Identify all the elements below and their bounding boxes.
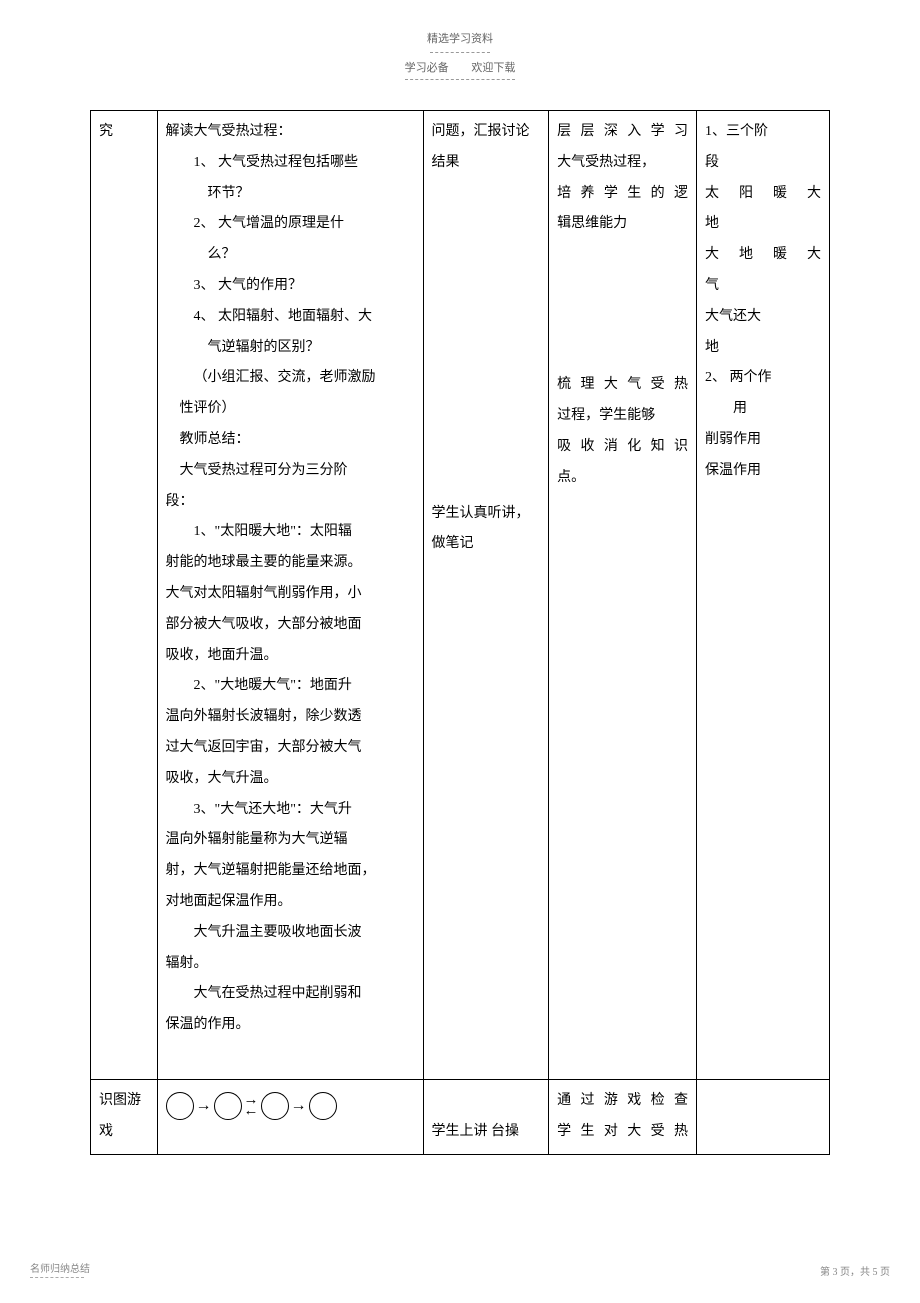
text-line: 气 [705,271,821,302]
text-line: 大地暖大 [705,240,821,271]
footer-left-text: 名师归纳总结 [30,1264,90,1275]
table-row: 究 解读大气受热过程： 1、 大气受热过程包括哪些 环节？ 2、 大气增温的原理… [91,111,830,1080]
text-line: 问题，汇报讨论 [432,117,541,148]
cell-teacher-activity: 解读大气受热过程： 1、 大气受热过程包括哪些 环节？ 2、 大气增温的原理是什… [157,111,423,1080]
cell-stage: 究 [91,111,158,1080]
text-line: 梳理大气受热 [557,370,688,401]
text-line: 大气在受热过程中起削弱和 [166,979,415,1010]
text-line: 用 [705,394,821,425]
text-line: 4、 太阳辐射、地面辐射、大 [166,302,415,333]
text-line: 3、 大气的作用？ [166,271,415,302]
cell-student-activity: 问题，汇报讨论 结果 学生认真听讲， 做笔记 [423,111,549,1080]
flow-diagram: → →← → [166,1086,415,1126]
text-line: 吸收消化知识 [557,432,688,463]
text-line: 射能的地球最主要的能量来源。 [166,548,415,579]
text-line: 点。 [557,463,688,494]
text-line: 大气受热过程可分为三分阶 [166,456,415,487]
text-line: 大气还大 [705,302,821,333]
text-line: 辑思维能力 [557,209,688,240]
text-line: 3、"大气还大地"：大气升 [166,795,415,826]
text-line: 解读大气受热过程： [166,117,415,148]
text-line: 1、"太阳暖大地"：太阳辐 [166,517,415,548]
text-line: 大气升温主要吸收地面长波 [166,918,415,949]
text-line: 学生认真听讲， [432,499,541,530]
text-line: 么？ [166,240,415,271]
text-line: 层层深入学习 [557,117,688,148]
text-line: 大气受热过程， [557,148,688,179]
cell-diagram: → →← → [157,1079,423,1154]
text-line: 学生上讲 台操 [432,1117,541,1148]
text-line: 2、 大气增温的原理是什 [166,209,415,240]
text-line: 气逆辐射的区别？ [166,333,415,364]
text-line: 性评价） [166,394,415,425]
arrow-right-icon: → [196,1098,212,1114]
text-line: 地 [705,209,821,240]
text-line: 过程，学生能够 [557,401,688,432]
text-line: 结果 [432,148,541,179]
text-line: 削弱作用 [705,425,821,456]
cell-notes-2 [696,1079,829,1154]
text-line: 辐射。 [166,949,415,980]
stage-text: 究 [99,124,113,139]
text-line: 戏 [99,1117,149,1148]
spacer [166,1041,415,1073]
text-line: 教师总结： [166,425,415,456]
text-line: 射，大气逆辐射把能量还给地面， [166,856,415,887]
text-line: 学生对大受热 [557,1117,688,1148]
diagram-node-icon [309,1092,337,1120]
footer-left: 名师归纳总结 [30,1260,90,1278]
footer-right: 第 3 页，共 5 页 [820,1263,890,1278]
text-line: 培养学生的逻 [557,179,688,210]
lesson-plan-table: 究 解读大气受热过程： 1、 大气受热过程包括哪些 环节？ 2、 大气增温的原理… [90,110,830,1155]
text-line: 吸收，大气升温。 [166,764,415,795]
text-line: 1、三个阶 [705,117,821,148]
header-sub-underline [405,79,515,80]
text-line: 吸收，地面升温。 [166,641,415,672]
header-sub: 学习必备 欢迎下载 [90,59,830,75]
text-line: 1、 大气受热过程包括哪些 [166,148,415,179]
text-line: 环节？ [166,179,415,210]
cell-design-intent-2: 通过游戏检查 学生对大受热 [549,1079,697,1154]
arrow-bidirectional-icon: →← [244,1095,259,1116]
text-line: 温向外辐射长波辐射，除少数透 [166,702,415,733]
text-line: 保温的作用。 [166,1010,415,1041]
document-page: 精选学习资料 学习必备 欢迎下载 究 解读大气受热过程： 1、 大气受热过程包括… [0,0,920,1303]
text-line: 太阳暖大 [705,179,821,210]
text-line: 识图游 [99,1086,149,1117]
text-line: 段： [166,487,415,518]
text-line: 2、 两个作 [705,363,821,394]
text-line: （小组汇报、交流，老师激励 [166,363,415,394]
text-line: 段 [705,148,821,179]
header-top-text: 精选学习资料 [90,30,830,46]
cell-stage-2: 识图游 戏 [91,1079,158,1154]
arrow-right-icon: → [291,1098,307,1114]
footer-underline [30,1277,84,1278]
spacer [557,240,688,370]
cell-student-activity-2: 学生上讲 台操 [423,1079,549,1154]
text-line: 对地面起保温作用。 [166,887,415,918]
text-line: 做笔记 [432,529,541,560]
header-sub-right: 欢迎下载 [471,62,515,74]
table-row: 识图游 戏 → →← → 学生上讲 台操 [91,1079,830,1154]
text-line: 大气对太阳辐射气削弱作用，小 [166,579,415,610]
diagram-node-icon [261,1092,289,1120]
text-line: 通过游戏检查 [557,1086,688,1117]
header-sub-left: 学习必备 [405,62,449,74]
header-top-underline [430,52,490,53]
cell-design-intent: 层层深入学习 大气受热过程， 培养学生的逻 辑思维能力 梳理大气受热 过程，学生… [549,111,697,1080]
text-line: 保温作用 [705,456,821,487]
diagram-node-icon [214,1092,242,1120]
text-line: 温向外辐射能量称为大气逆辐 [166,825,415,856]
text-line: 2、"大地暖大气"：地面升 [166,671,415,702]
cell-notes: 1、三个阶 段 太阳暖大 地 大地暖大 气 大气还大 地 2、 两个作 用 削弱… [696,111,829,1080]
text-line: 过大气返回宇宙，大部分被大气 [166,733,415,764]
text-line: 部分被大气吸收，大部分被地面 [166,610,415,641]
text-line: 地 [705,333,821,364]
spacer [432,179,541,499]
diagram-node-icon [166,1092,194,1120]
